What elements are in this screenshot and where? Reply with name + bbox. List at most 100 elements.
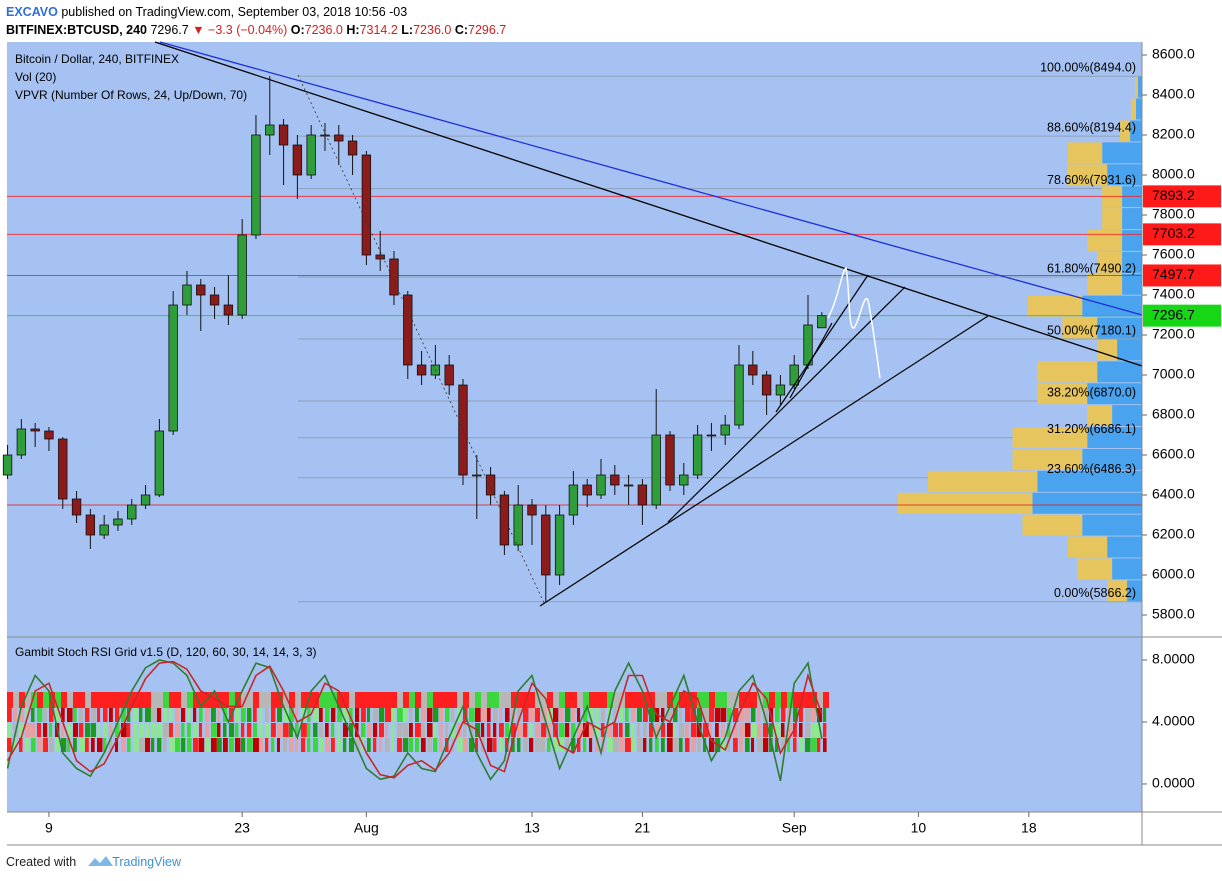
heat-cell xyxy=(535,708,541,722)
heat-cell xyxy=(163,738,167,752)
brand[interactable]: TradingView xyxy=(112,855,181,869)
vpvr-down xyxy=(1012,427,1088,448)
vpvr-down xyxy=(1120,120,1131,142)
heat-cell xyxy=(361,708,366,722)
author[interactable]: EXCAVO xyxy=(6,5,58,19)
candle-body xyxy=(761,374,772,396)
vpvr-down xyxy=(1087,405,1113,427)
heat-cell xyxy=(265,738,269,752)
heat-cell xyxy=(421,723,426,737)
heat-cell xyxy=(511,692,517,708)
heat-cell xyxy=(157,692,163,708)
heat-cell xyxy=(637,708,642,722)
heat-cell xyxy=(313,708,319,722)
heat-cell xyxy=(415,723,421,737)
heat-cell xyxy=(43,738,48,752)
heat-cell xyxy=(505,738,509,752)
heat-cell xyxy=(685,723,689,737)
heat-cell xyxy=(649,738,653,752)
heat-cell xyxy=(85,738,89,752)
vpvr-up xyxy=(1122,208,1142,229)
heat-cell xyxy=(187,692,193,708)
x-tick-label: 18 xyxy=(1021,820,1037,836)
heat-cell xyxy=(253,738,259,752)
candle-body xyxy=(375,254,385,260)
heat-cell xyxy=(583,738,587,752)
heat-cell xyxy=(253,723,258,737)
heat-cell xyxy=(673,692,679,708)
heat-cell xyxy=(625,723,630,737)
heat-cell xyxy=(133,738,139,752)
heat-cell xyxy=(199,708,203,722)
published: published on TradingView.com, September … xyxy=(61,5,408,19)
heat-cell xyxy=(469,692,475,708)
heat-cell xyxy=(361,692,367,708)
heat-cell xyxy=(463,723,467,737)
y-tick-label: 7800.0 xyxy=(1152,206,1195,222)
heat-cell xyxy=(295,738,299,752)
vpvr-up xyxy=(1138,76,1142,98)
vpvr-up xyxy=(1127,580,1142,602)
heat-cell xyxy=(301,692,307,708)
candle-body xyxy=(610,474,620,486)
heat-cell xyxy=(37,708,43,722)
heat-cell xyxy=(775,723,781,737)
candle-body xyxy=(16,428,27,456)
heat-cell xyxy=(493,708,498,722)
vpvr-down xyxy=(1067,164,1108,186)
heat-cell xyxy=(121,738,126,752)
heat-cell xyxy=(649,692,655,708)
heat-cell xyxy=(787,723,793,737)
candle-body xyxy=(209,294,220,306)
heat-cell xyxy=(175,738,181,752)
heat-cell xyxy=(289,692,295,708)
vpvr-up xyxy=(1037,470,1142,492)
x-tick-label: 9 xyxy=(45,820,53,836)
heat-cell xyxy=(193,708,197,722)
heat-cell xyxy=(571,738,576,752)
vpvr-down xyxy=(1097,339,1118,361)
heat-cell xyxy=(145,723,150,737)
heat-cell xyxy=(373,723,378,737)
heat-cell xyxy=(661,708,665,722)
heat-cell xyxy=(211,708,216,722)
heat-cell xyxy=(115,723,120,737)
heat-cell xyxy=(667,692,673,708)
heat-cell xyxy=(805,708,811,722)
heat-cell xyxy=(385,708,391,722)
heat-cell xyxy=(397,708,403,722)
heat-cell xyxy=(205,692,211,708)
heat-cell xyxy=(745,738,750,752)
heat-cell xyxy=(709,738,715,752)
heat-cell xyxy=(313,692,319,708)
heat-cell xyxy=(343,738,347,752)
heat-cell xyxy=(649,723,654,737)
heat-cell xyxy=(259,708,263,722)
heat-cell xyxy=(511,738,515,752)
heat-cell xyxy=(823,692,829,708)
heat-cell xyxy=(391,708,395,722)
heat-cell xyxy=(439,738,443,752)
price-badge xyxy=(1143,304,1221,327)
heat-cell xyxy=(331,708,336,722)
heat-cell xyxy=(601,723,605,737)
candle-body xyxy=(692,434,703,476)
heat-cell xyxy=(709,723,713,737)
heat-cell xyxy=(637,692,643,708)
heat-cell xyxy=(823,738,827,752)
heat-cell xyxy=(163,708,168,722)
candle-body xyxy=(99,524,109,536)
indicator-label: Vol (20) xyxy=(15,70,56,84)
chart-title: Bitcoin / Dollar, 240, BITFINEX xyxy=(15,52,179,66)
heat-cell xyxy=(571,708,576,722)
axis-background xyxy=(1142,42,1222,845)
heat-cell xyxy=(253,708,257,722)
heat-cell xyxy=(559,723,565,737)
candle-body xyxy=(292,144,303,176)
projection xyxy=(827,266,881,379)
heat-cell xyxy=(439,723,443,737)
price-badge-label: 7497.7 xyxy=(1152,266,1195,282)
h: 7314.2 xyxy=(359,23,398,37)
heat-cell xyxy=(727,708,732,722)
heat-cell xyxy=(337,723,341,737)
